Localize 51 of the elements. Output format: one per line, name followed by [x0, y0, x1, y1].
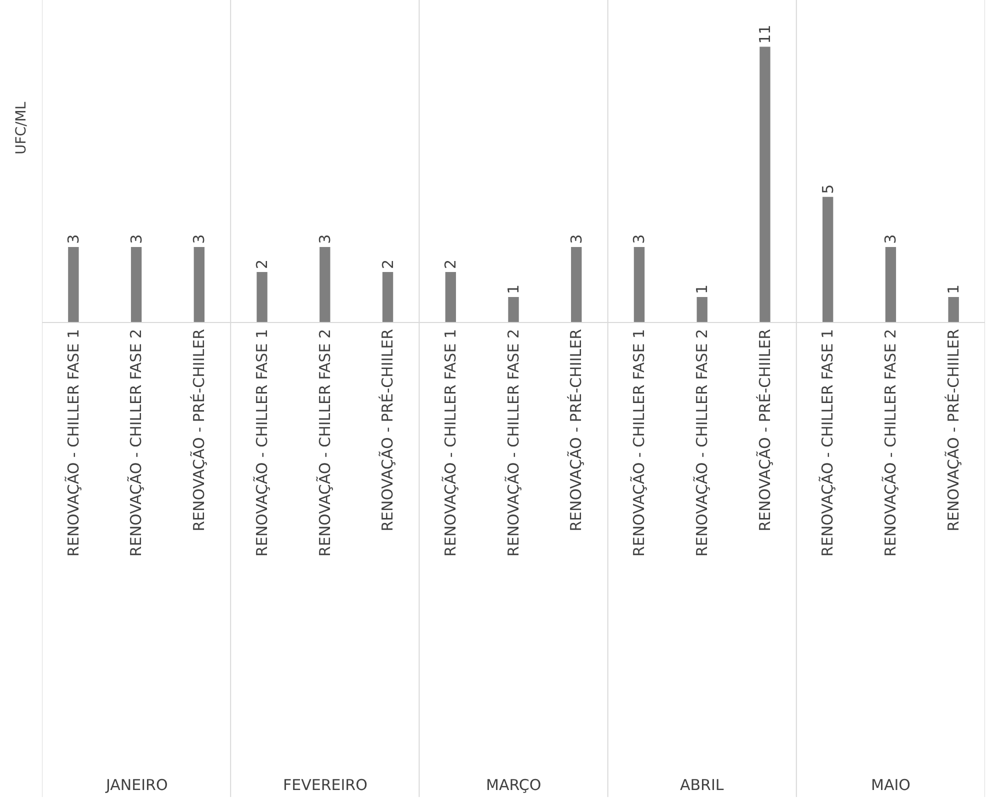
bar: [634, 246, 645, 322]
data-label: 3: [190, 234, 208, 244]
data-label: 1: [504, 284, 522, 294]
bar: [320, 246, 330, 322]
data-label: 2: [442, 259, 460, 269]
text: ABRIL: [680, 776, 724, 794]
bar: [382, 272, 394, 322]
x-tick-label: RENOVAÇÃO - PRÉ-CHIILER: [190, 329, 208, 532]
x-tick-label: RENOVAÇÃO - CHILLER FASE 2: [316, 329, 334, 557]
data-label: 2: [378, 259, 397, 269]
data-label: 3: [316, 234, 334, 244]
data-label: 3: [882, 234, 900, 244]
x-tick-label: RENOVAÇÃO - PRÉ-CHIILER: [944, 329, 962, 532]
bar: [508, 296, 519, 322]
data-label: 5: [818, 184, 837, 194]
x-tick-label: RENOVAÇÃO - CHILLER FASE 1: [64, 329, 82, 557]
x-tick-label: RENOVAÇÃO - CHILLER FASE 1: [442, 329, 460, 557]
bar: [256, 272, 268, 322]
bar: [68, 246, 79, 322]
bar: [696, 296, 708, 322]
x-tick-label: RENOVAÇÃO - CHILLER FASE 1: [630, 329, 648, 557]
data-label: 1: [944, 284, 963, 294]
bar: [194, 246, 205, 322]
bar: [885, 246, 896, 322]
bar: [760, 46, 770, 322]
x-tick-label: RENOVAÇÃO - CHILLER FASE 2: [692, 329, 711, 557]
bar: [445, 272, 456, 322]
bar: [571, 246, 582, 322]
x-tick-label: RENOVAÇÃO - CHILLER FASE 2: [882, 329, 900, 557]
x-tick-label: RENOVAÇÃO - CHILLER FASE 2: [127, 329, 146, 557]
data-label: 11: [756, 24, 774, 44]
bar: [130, 246, 142, 322]
x-tick-label: RENOVAÇÃO - CHILLER FASE 1: [252, 329, 271, 557]
text: MARÇO: [486, 776, 542, 794]
data-label: 3: [64, 234, 82, 244]
x-tick-label: RENOVAÇÃO - CHILLER FASE 2: [504, 329, 522, 557]
bar: [948, 296, 959, 322]
text: JANEIRO: [105, 776, 168, 794]
text: MAIO: [871, 776, 910, 794]
text: FEVEREIRO: [283, 776, 368, 794]
x-tick-label: RENOVAÇÃO - PRÉ-CHIILER: [756, 329, 774, 532]
x-tick-label: RENOVAÇÃO - PRÉ-CHIILER: [378, 329, 397, 532]
data-label: 3: [567, 234, 586, 244]
data-label: 3: [630, 234, 648, 244]
data-label: 2: [253, 259, 272, 269]
data-label: 3: [127, 234, 146, 244]
y-axis-title: UFC/ML: [14, 102, 30, 154]
x-tick-label: RENOVAÇÃO - CHILLER FASE 1: [818, 329, 837, 557]
x-tick-label: RENOVAÇÃO - PRÉ-CHIILER: [567, 329, 586, 532]
bar: [822, 196, 834, 322]
data-label: 1: [693, 284, 712, 294]
